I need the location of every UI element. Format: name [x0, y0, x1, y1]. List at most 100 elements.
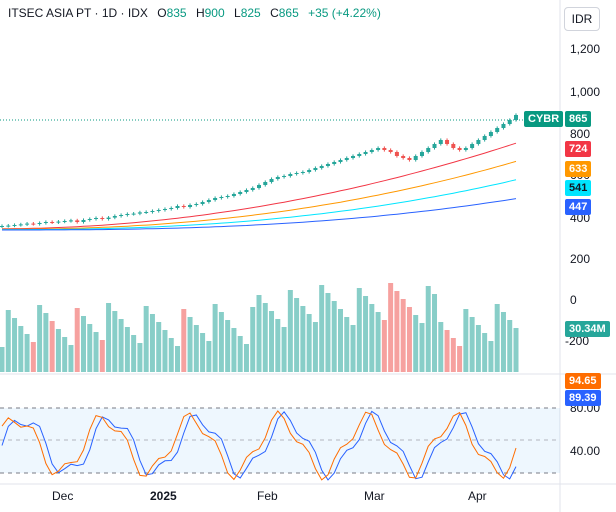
candle-body: [188, 205, 193, 207]
candle-body: [432, 144, 437, 148]
candle-body: [62, 221, 67, 222]
candle-body: [501, 124, 506, 128]
stoch-k-badge: 89.39: [565, 390, 601, 406]
candle-body: [263, 182, 268, 185]
volume-bar: [149, 314, 155, 372]
volume-bar: [137, 343, 143, 372]
candle-body: [457, 148, 462, 150]
candle-body: [394, 152, 399, 156]
candle-body: [106, 217, 111, 219]
volume-bar: [513, 328, 519, 372]
volume-bar: [344, 317, 350, 372]
volume-bar: [419, 323, 425, 372]
stoch-d-badge: 94.65: [565, 373, 601, 389]
currency-button[interactable]: IDR: [564, 7, 600, 31]
volume-bar: [337, 309, 343, 372]
volume-bar: [106, 303, 112, 372]
ma3-line: [2, 179, 517, 231]
volume-bar: [87, 324, 93, 372]
volume-bar: [444, 330, 450, 372]
volume-bar: [0, 347, 5, 372]
candle-body: [125, 214, 130, 215]
candle-body: [194, 204, 199, 205]
candle-body: [25, 223, 30, 225]
candle-body: [0, 226, 4, 227]
volume-bar: [369, 304, 375, 372]
open-label: O: [157, 6, 167, 20]
volume-bar: [162, 330, 168, 372]
x-tick-feb: Feb: [257, 489, 278, 503]
candle-body: [100, 218, 105, 219]
candle-body: [181, 206, 186, 207]
candle-body: [357, 154, 362, 156]
volume-bar: [312, 322, 318, 372]
volume-bar: [275, 319, 281, 372]
symbol-name[interactable]: ITSEC ASIA PT: [8, 6, 92, 20]
candle-body: [6, 225, 11, 227]
volume-bar: [143, 306, 149, 372]
high-label: H: [195, 6, 205, 20]
volume-bar: [175, 346, 181, 372]
low-value: 825: [240, 6, 261, 20]
candle-body: [275, 177, 280, 179]
candle-body: [250, 188, 255, 190]
x-tick-2025: 2025: [150, 489, 177, 503]
volume-bar: [250, 307, 256, 372]
candle-body: [288, 174, 293, 176]
candle-body: [463, 148, 468, 150]
candle-body: [150, 211, 155, 212]
candle-body: [363, 152, 368, 154]
volume-bar: [457, 346, 463, 372]
candle-body: [282, 176, 287, 177]
candle-body: [219, 197, 224, 198]
candle-body: [451, 144, 456, 148]
moving-averages: [2, 142, 517, 231]
volume-bar: [74, 308, 80, 372]
volume-bar: [12, 318, 18, 372]
candle-body: [131, 213, 136, 215]
volume-bar: [432, 294, 438, 372]
candle-body: [488, 132, 493, 136]
candle-body: [294, 173, 299, 174]
volume-bar: [306, 314, 312, 372]
volume-bar: [131, 335, 137, 372]
volume-bar: [356, 288, 362, 372]
volume-bar: [287, 290, 293, 372]
volume-bar: [156, 322, 162, 372]
interval[interactable]: 1D: [101, 6, 118, 20]
candle-body: [94, 218, 99, 219]
stochastic-panel: [0, 407, 560, 481]
volume-bar: [394, 291, 400, 372]
candle-body: [313, 168, 318, 170]
candle-body: [514, 115, 518, 120]
candle-body: [325, 164, 330, 166]
volume-bar: [331, 301, 337, 372]
candle-body: [200, 202, 205, 204]
candle-body: [369, 150, 374, 152]
volume-bar: [93, 332, 99, 372]
candle-body: [507, 120, 512, 124]
volume-bar: [482, 333, 488, 372]
close-value: 865: [278, 6, 299, 20]
volume-bar: [200, 333, 206, 372]
price-tick-1000: 1,000: [570, 85, 601, 99]
x-tick-apr: Apr: [468, 489, 487, 503]
price-tick-200: 200: [570, 252, 591, 266]
volume-bar: [49, 321, 55, 372]
volume-bar: [488, 341, 494, 372]
volume-bar: [425, 286, 431, 372]
candle-body: [351, 156, 356, 158]
x-tick-mar: Mar: [364, 489, 385, 503]
price-tick-800: 800: [570, 127, 591, 141]
volume-bar: [30, 342, 36, 372]
volume-bar: [55, 329, 61, 372]
volume-bar: [350, 325, 356, 372]
volume-tick-0: 0: [570, 293, 577, 307]
candle-body: [344, 158, 349, 160]
ma2-badge: 633: [565, 161, 592, 177]
volume-bar: [218, 312, 224, 372]
candle-body: [495, 128, 500, 132]
volume-bar: [469, 317, 475, 372]
